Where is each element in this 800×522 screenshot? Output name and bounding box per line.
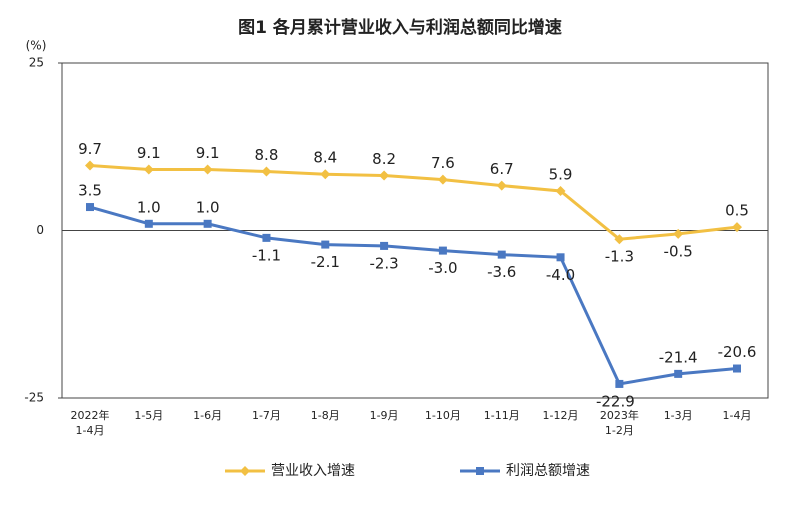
data-label: 5.9 [549,165,573,183]
point [380,241,389,250]
x-tick-label: 1-5月 [134,409,164,422]
point [614,234,625,245]
y-tick-label: 25 [29,56,44,70]
data-label: -22.9 [596,392,635,410]
point [732,222,742,233]
data-label: 9.1 [196,144,220,162]
y-tick-label: 0 [36,223,44,237]
point [379,170,390,181]
data-label: -3.0 [428,259,457,277]
data-label: 8.8 [255,146,279,164]
x-tick-label: 1-8月 [310,409,340,422]
data-label: -20.6 [718,343,757,361]
y-tick-label: -25 [24,391,44,405]
data-label: 8.4 [313,149,337,167]
data-label: -21.4 [659,348,698,366]
point [615,379,624,388]
legend-label: 营业收入增速 [271,463,355,479]
data-label: -4.0 [546,266,575,284]
point [85,160,95,171]
data-label: 9.1 [137,144,161,162]
chart-title: 图1 各月累计营业收入与利润总额同比增速 [238,17,562,38]
data-label: 3.5 [78,182,102,200]
data-label: 1.0 [137,198,161,216]
point [438,246,447,255]
point [203,219,212,228]
point [321,240,330,249]
point [674,369,683,378]
data-label: -3.6 [487,263,516,281]
x-tick-label: 1-3月 [663,409,693,422]
series-line [89,205,738,386]
y-unit: (%) [26,39,47,53]
point [143,164,154,175]
x-tick-label: 1-11月 [483,409,520,422]
x-tick-label: 1-6月 [193,409,223,422]
point [261,166,272,177]
data-label: 0.5 [725,202,749,220]
data-label: -2.3 [369,254,398,272]
point [86,203,94,212]
point [673,228,684,239]
x-tick-label: 2023年 1-2月 [599,409,639,437]
data-label: 1.0 [196,198,220,216]
point [555,185,566,196]
x-tick-label: 1-7月 [251,409,281,422]
data-label: 7.6 [431,154,455,172]
point [144,219,153,228]
x-tick-label: 1-9月 [369,409,399,422]
data-label: -1.1 [252,246,281,264]
data-label: 6.7 [490,160,514,178]
x-tick-label: 1-12月 [542,409,579,422]
legend-marker [240,466,250,476]
point [320,169,331,180]
point [497,250,506,259]
data-label: -1.3 [605,248,634,266]
point [262,233,271,242]
x-tick-label: 1-10月 [424,409,461,422]
point [496,180,507,191]
data-label: 9.7 [78,140,102,158]
series-line [89,164,738,241]
point [202,164,213,175]
point [556,253,565,262]
x-tick-label: 2022年 1-4月 [70,409,110,437]
data-label: 8.2 [372,150,396,168]
point [437,174,448,185]
legend-marker [476,467,484,475]
legend-label: 利润总额增速 [506,463,590,479]
data-label: -0.5 [664,242,693,260]
x-tick-label: 1-4月 [722,409,752,422]
data-label: -2.1 [311,253,340,271]
point [733,364,741,373]
